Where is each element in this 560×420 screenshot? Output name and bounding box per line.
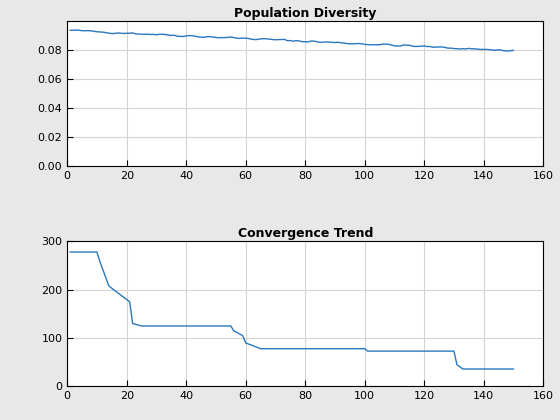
- Title: Population Diversity: Population Diversity: [234, 7, 376, 20]
- Title: Convergence Trend: Convergence Trend: [237, 227, 373, 240]
